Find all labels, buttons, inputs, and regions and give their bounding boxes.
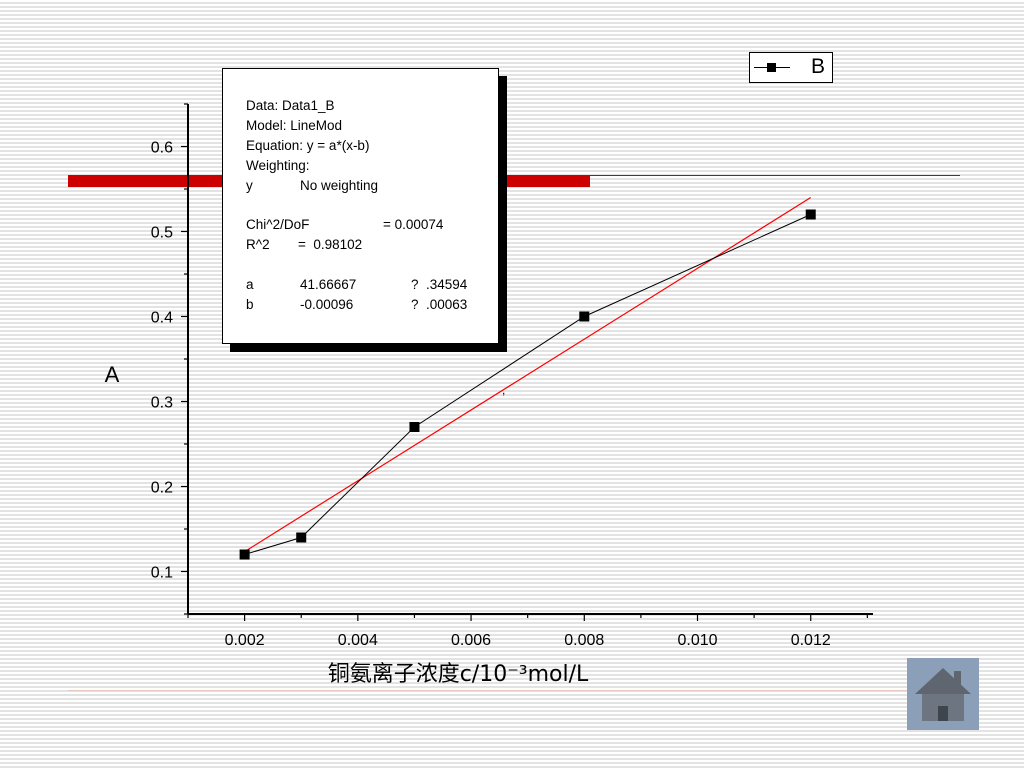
fit-b-value: -0.00096 — [300, 297, 354, 312]
fit-chi-label: Chi^2/DoF — [246, 217, 310, 232]
x-tick-label: 0.002 — [225, 632, 265, 649]
data-point — [579, 311, 590, 322]
legend-label: B — [811, 55, 826, 78]
fit-equation-line: Equation: y = a*(x-b) — [246, 138, 370, 153]
y-tick-label: 0.3 — [151, 395, 173, 412]
legend: B — [749, 52, 833, 83]
x-tick-label: 0.012 — [791, 632, 831, 649]
decor-bar-right — [497, 175, 590, 187]
fit-chi-value: = 0.00074 — [383, 217, 444, 232]
home-button[interactable] — [907, 658, 979, 730]
decor-bar-left — [68, 175, 224, 187]
x-axis-label: 铜氨离子浓度c/10⁻³mol/L — [328, 662, 589, 687]
y-tick-label: 0.2 — [151, 480, 173, 497]
plot-area — [239, 196, 816, 560]
x-tick-label: 0.006 — [451, 632, 491, 649]
fit-weighting-line: Weighting: — [246, 158, 310, 173]
fit-r-label: R^2 — [246, 237, 270, 252]
x-tick-label: 0.004 — [338, 632, 378, 649]
home-icon — [915, 668, 971, 721]
fit-b-error: ? .00063 — [411, 297, 468, 312]
y-tick-label: 0.4 — [151, 310, 173, 327]
fit-model-line: Model: LineMod — [246, 118, 343, 133]
fit-b-name: b — [246, 297, 254, 312]
stray-mark: , — [502, 383, 505, 397]
fit-data-line: Data: Data1_B — [246, 98, 335, 113]
x-tick-label: 0.008 — [564, 632, 604, 649]
fit-a-name: a — [246, 277, 254, 292]
y-tick-label: 0.6 — [151, 140, 173, 157]
x-tick-label: 0.010 — [677, 632, 717, 649]
data-point — [296, 532, 307, 543]
fit-y-value: No weighting — [300, 178, 379, 193]
data-point — [409, 422, 420, 432]
fit-a-error: ? .34594 — [411, 277, 468, 292]
fit-results-box: Data: Data1_B Model: LineMod Equation: y… — [222, 68, 499, 344]
fit-a-value: 41.66667 — [300, 277, 357, 292]
fit-r-value: = 0.98102 — [298, 237, 363, 252]
legend-marker — [767, 63, 776, 72]
axes: 0.1 0.2 0.3 0.4 0.5 0.6 0.002 0.004 0.006 0.008 0.… — [151, 103, 873, 649]
data-point — [805, 209, 816, 220]
y-axis-label: A — [105, 362, 120, 387]
y-tick-label: 0.5 — [151, 225, 173, 242]
data-point — [239, 549, 250, 560]
y-tick-label: 0.1 — [151, 565, 173, 582]
fit-y-label: y — [246, 178, 253, 193]
